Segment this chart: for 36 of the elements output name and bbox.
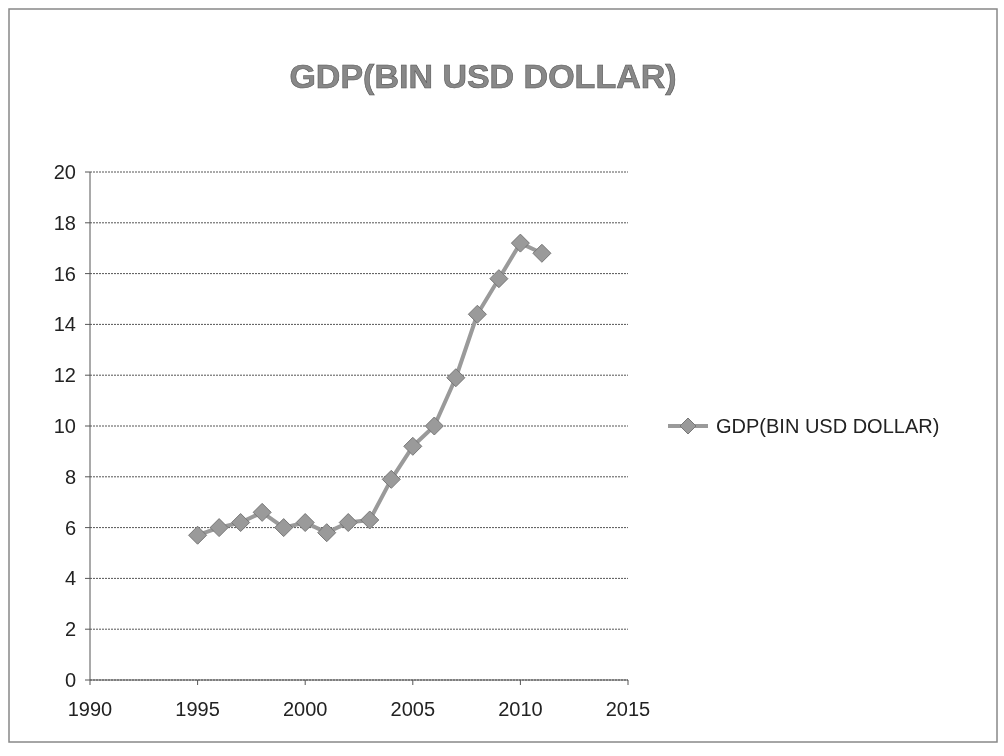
y-tick-label: 2 bbox=[64, 618, 76, 641]
point bbox=[274, 518, 294, 538]
y-tick-label: 6 bbox=[64, 516, 76, 539]
x-tick-label: 2010 bbox=[498, 698, 543, 720]
point bbox=[446, 368, 466, 388]
point bbox=[188, 525, 208, 545]
y-tick-label: 18 bbox=[53, 211, 76, 234]
x-tick-label: 2015 bbox=[605, 698, 651, 720]
chart-title: GDP(BIN USD DOLLAR) bbox=[289, 57, 677, 95]
point bbox=[338, 513, 358, 533]
point bbox=[489, 269, 509, 289]
point bbox=[209, 518, 229, 538]
point bbox=[424, 416, 444, 436]
x-tick-label: 1990 bbox=[67, 698, 113, 720]
y-tick-label: 20 bbox=[53, 161, 76, 183]
point bbox=[467, 304, 487, 324]
legend-label: GDP(BIN USD DOLLAR) bbox=[716, 415, 940, 437]
point bbox=[295, 513, 315, 533]
point bbox=[360, 510, 380, 530]
point bbox=[231, 513, 251, 533]
y-tick-label: 14 bbox=[53, 313, 76, 336]
y-tick-label: 4 bbox=[64, 567, 76, 590]
point bbox=[252, 502, 272, 522]
y-tick-label: 10 bbox=[53, 415, 76, 437]
y-tick-label: 0 bbox=[64, 669, 76, 691]
point bbox=[510, 233, 530, 253]
point bbox=[317, 523, 337, 543]
y-tick-label: 16 bbox=[53, 262, 76, 285]
x-tick-label: 1995 bbox=[175, 698, 220, 720]
point bbox=[403, 436, 423, 456]
y-tick-label: 12 bbox=[53, 364, 76, 387]
point bbox=[381, 469, 401, 489]
point bbox=[532, 243, 552, 263]
x-tick-label: 2005 bbox=[390, 698, 436, 720]
x-tick-label: 2000 bbox=[282, 698, 328, 720]
y-tick-label: 8 bbox=[64, 465, 76, 488]
